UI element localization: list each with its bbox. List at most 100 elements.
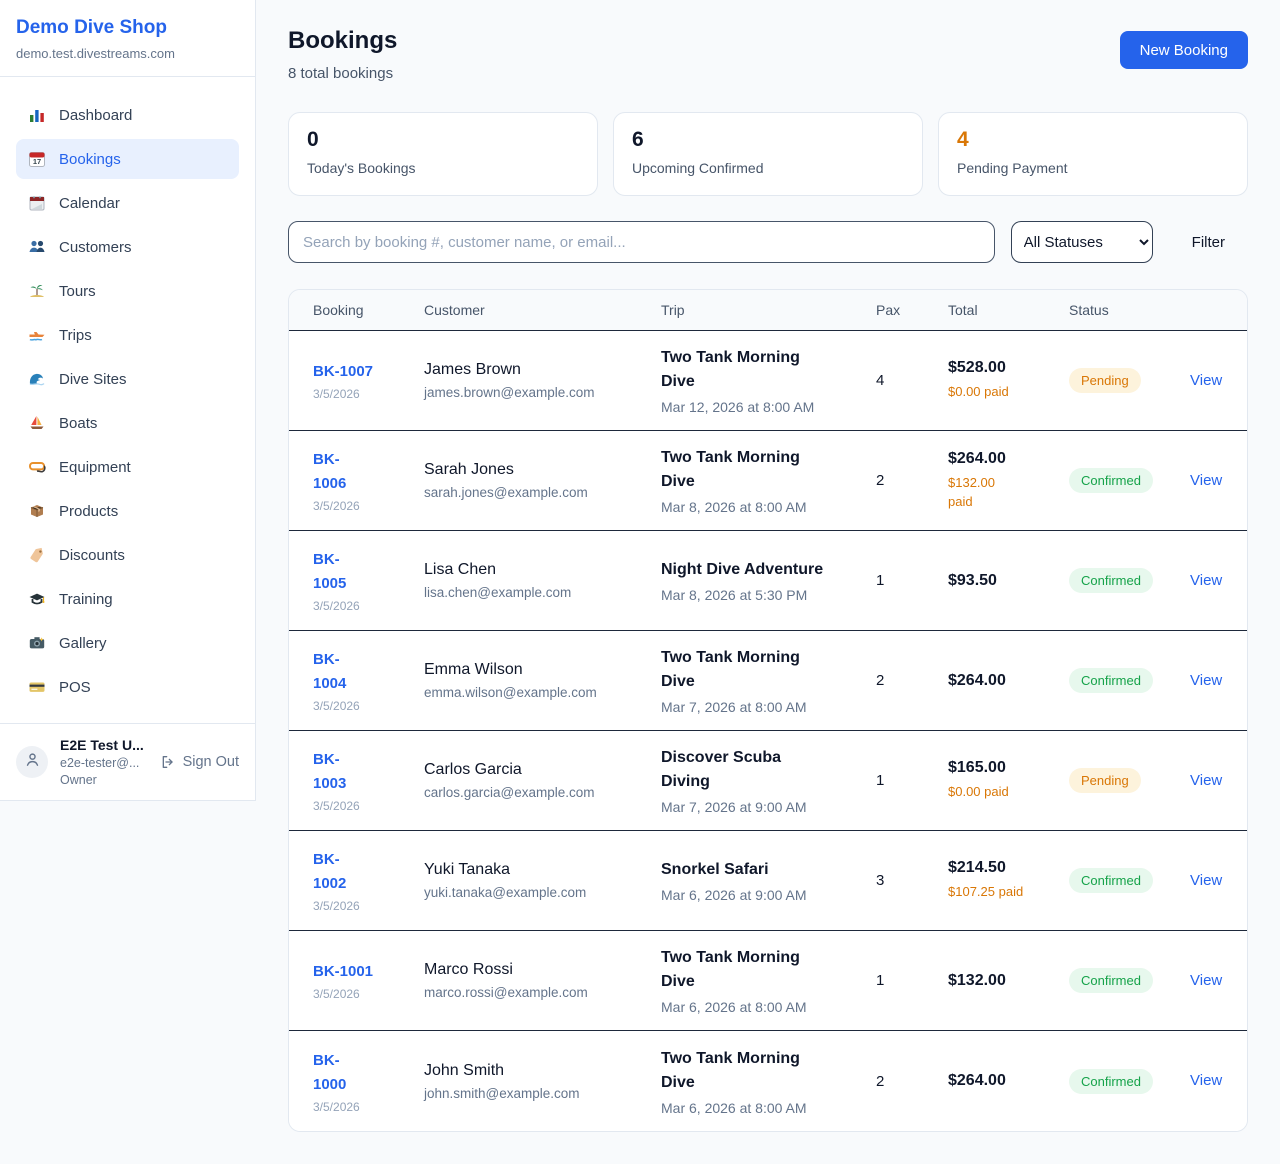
main-content: Bookings 8 total bookings New Booking 0 …: [256, 0, 1280, 1164]
booking-date: 3/5/2026: [313, 599, 360, 613]
trip-datetime: Mar 8, 2026 at 5:30 PM: [661, 587, 808, 603]
sidebar-item-calendar[interactable]: Calendar: [16, 183, 239, 223]
booking-date: 3/5/2026: [313, 1099, 360, 1114]
filter-button[interactable]: Filter: [1186, 233, 1231, 252]
user-email: e2e-tester@...: [60, 756, 140, 770]
booking-id-link[interactable]: BK-1007: [313, 363, 374, 380]
customer-email: yuki.tanaka@example.com: [424, 885, 587, 900]
sidebar-item-tours[interactable]: Tours: [16, 271, 239, 311]
calendar-icon: 17: [28, 150, 46, 168]
sidebar-item-trips[interactable]: Trips: [16, 315, 239, 355]
customer-name: Sarah Jones: [424, 461, 514, 478]
booking-date: 3/5/2026: [313, 899, 360, 913]
sidebar-item-label: Customers: [59, 238, 132, 256]
customer-email: emma.wilson@example.com: [424, 685, 597, 700]
booking-id-link[interactable]: BK- 1004: [313, 651, 347, 692]
stat-card-todays-bookings: 0 Today's Bookings: [288, 112, 598, 196]
view-link[interactable]: View: [1190, 671, 1223, 689]
view-link[interactable]: View: [1190, 571, 1223, 589]
booking-id-link[interactable]: BK- 1000: [313, 1051, 347, 1093]
booking-id-link[interactable]: BK- 1002: [313, 851, 347, 892]
sidebar-item-boats[interactable]: Boats: [16, 403, 239, 443]
trip-name: Discover Scuba Diving: [661, 749, 782, 790]
booking-id-link[interactable]: BK- 1006: [313, 451, 347, 492]
sidebar-item-pos[interactable]: POS: [16, 667, 239, 707]
table-row: BK- 1000 3/5/2026 John Smith john.smith@…: [289, 1031, 1247, 1131]
sidebar-item-label: Boats: [59, 414, 98, 432]
trip-name: Snorkel Safari: [661, 861, 769, 878]
paid-amount: $107.25 paid: [948, 884, 1024, 900]
bar-chart-icon: [28, 106, 46, 124]
pax-count: 2: [876, 1072, 885, 1090]
paid-amount: $0.00 paid: [948, 784, 1009, 800]
table-row: BK- 1005 3/5/2026 Lisa Chen lisa.chen@ex…: [289, 531, 1247, 631]
camera-icon: [28, 634, 46, 652]
label-tag-icon: [28, 546, 46, 564]
trip-datetime: Mar 7, 2026 at 8:00 AM: [661, 699, 807, 715]
table-row: BK-1001 3/5/2026 Marco Rossi marco.rossi…: [289, 931, 1247, 1031]
sidebar-item-label: Calendar: [59, 194, 120, 212]
total-amount: $132.00: [948, 971, 1006, 989]
column-header-pax: Pax: [876, 302, 901, 318]
view-link[interactable]: View: [1190, 371, 1223, 389]
sidebar-item-customers[interactable]: Customers: [16, 227, 239, 267]
filter-row: All Statuses Filter: [288, 221, 1248, 263]
booking-date: 3/5/2026: [313, 499, 360, 513]
trip-name: Two Tank Morning Dive: [661, 449, 800, 490]
stat-label: Pending Payment: [957, 160, 1068, 176]
table-row: BK- 1002 3/5/2026 Yuki Tanaka yuki.tanak…: [289, 831, 1247, 931]
page-title: Bookings: [288, 27, 398, 54]
sidebar-item-discounts[interactable]: Discounts: [16, 535, 239, 575]
sidebar-item-dive-sites[interactable]: Dive Sites: [16, 359, 239, 399]
sidebar-item-bookings[interactable]: 17 Bookings: [16, 139, 239, 179]
stat-card-pending-payment: 4 Pending Payment: [938, 112, 1248, 196]
booking-id-link[interactable]: BK- 1003: [313, 751, 347, 792]
table-row: BK-1007 3/5/2026 James Brown james.brown…: [289, 331, 1247, 431]
graduation-cap-icon: [28, 590, 46, 608]
total-amount: $264.00: [948, 449, 1006, 467]
sidebar-item-label: Bookings: [59, 150, 121, 168]
view-link[interactable]: View: [1190, 971, 1223, 989]
view-link[interactable]: View: [1190, 771, 1223, 789]
sailboat-icon: [28, 414, 46, 432]
status-badge: Pending: [1069, 368, 1141, 393]
sidebar-item-equipment[interactable]: Equipment: [16, 447, 239, 487]
status-select[interactable]: All Statuses: [1010, 221, 1153, 263]
trip-name: Two Tank Morning Dive: [661, 1049, 800, 1091]
customer-email: lisa.chen@example.com: [424, 585, 572, 600]
total-amount: $214.50: [948, 859, 1006, 877]
status-badge: Confirmed: [1069, 868, 1153, 893]
pax-count: 4: [876, 372, 885, 389]
paid-amount: $0.00 paid: [948, 384, 1009, 400]
view-link[interactable]: View: [1190, 1072, 1223, 1089]
sidebar-item-label: Equipment: [59, 458, 131, 476]
status-badge: Pending: [1069, 768, 1141, 793]
sidebar-item-label: Discounts: [59, 546, 125, 564]
booking-id-link[interactable]: BK-1001: [313, 963, 374, 980]
view-link[interactable]: View: [1190, 871, 1223, 889]
view-link[interactable]: View: [1190, 471, 1223, 489]
new-booking-button[interactable]: New Booking: [1119, 31, 1248, 69]
sidebar-nav: Dashboard 17 Bookings Calendar Customers Tour…: [0, 77, 255, 723]
sidebar-item-dashboard[interactable]: Dashboard: [16, 95, 239, 135]
sidebar-item-label: POS: [59, 678, 91, 696]
trip-name: Two Tank Morning Dive: [661, 349, 800, 390]
user-name: E2E Test U...: [60, 737, 144, 753]
pax-count: 2: [876, 472, 885, 489]
trip-datetime: Mar 6, 2026 at 9:00 AM: [661, 887, 807, 903]
trip-name: Two Tank Morning Dive: [661, 649, 800, 690]
booking-id-link[interactable]: BK- 1005: [313, 551, 347, 592]
trip-datetime: Mar 12, 2026 at 8:00 AM: [661, 399, 815, 415]
sidebar-item-gallery[interactable]: Gallery: [16, 623, 239, 663]
status-badge: Confirmed: [1069, 668, 1153, 693]
table-row: BK- 1003 3/5/2026 Carlos Garcia carlos.g…: [289, 731, 1247, 831]
page-header: Bookings 8 total bookings New Booking: [288, 27, 1248, 82]
search-input[interactable]: [288, 221, 995, 263]
sign-out-button[interactable]: Sign Out: [160, 754, 239, 770]
sidebar-item-label: Trips: [59, 326, 92, 344]
sidebar-item-training[interactable]: Training: [16, 579, 239, 619]
sidebar-item-products[interactable]: Products: [16, 491, 239, 531]
table-row: BK- 1004 3/5/2026 Emma Wilson emma.wilso…: [289, 631, 1247, 731]
column-header-booking: Booking: [313, 302, 364, 318]
sign-out-label: Sign Out: [182, 754, 239, 770]
